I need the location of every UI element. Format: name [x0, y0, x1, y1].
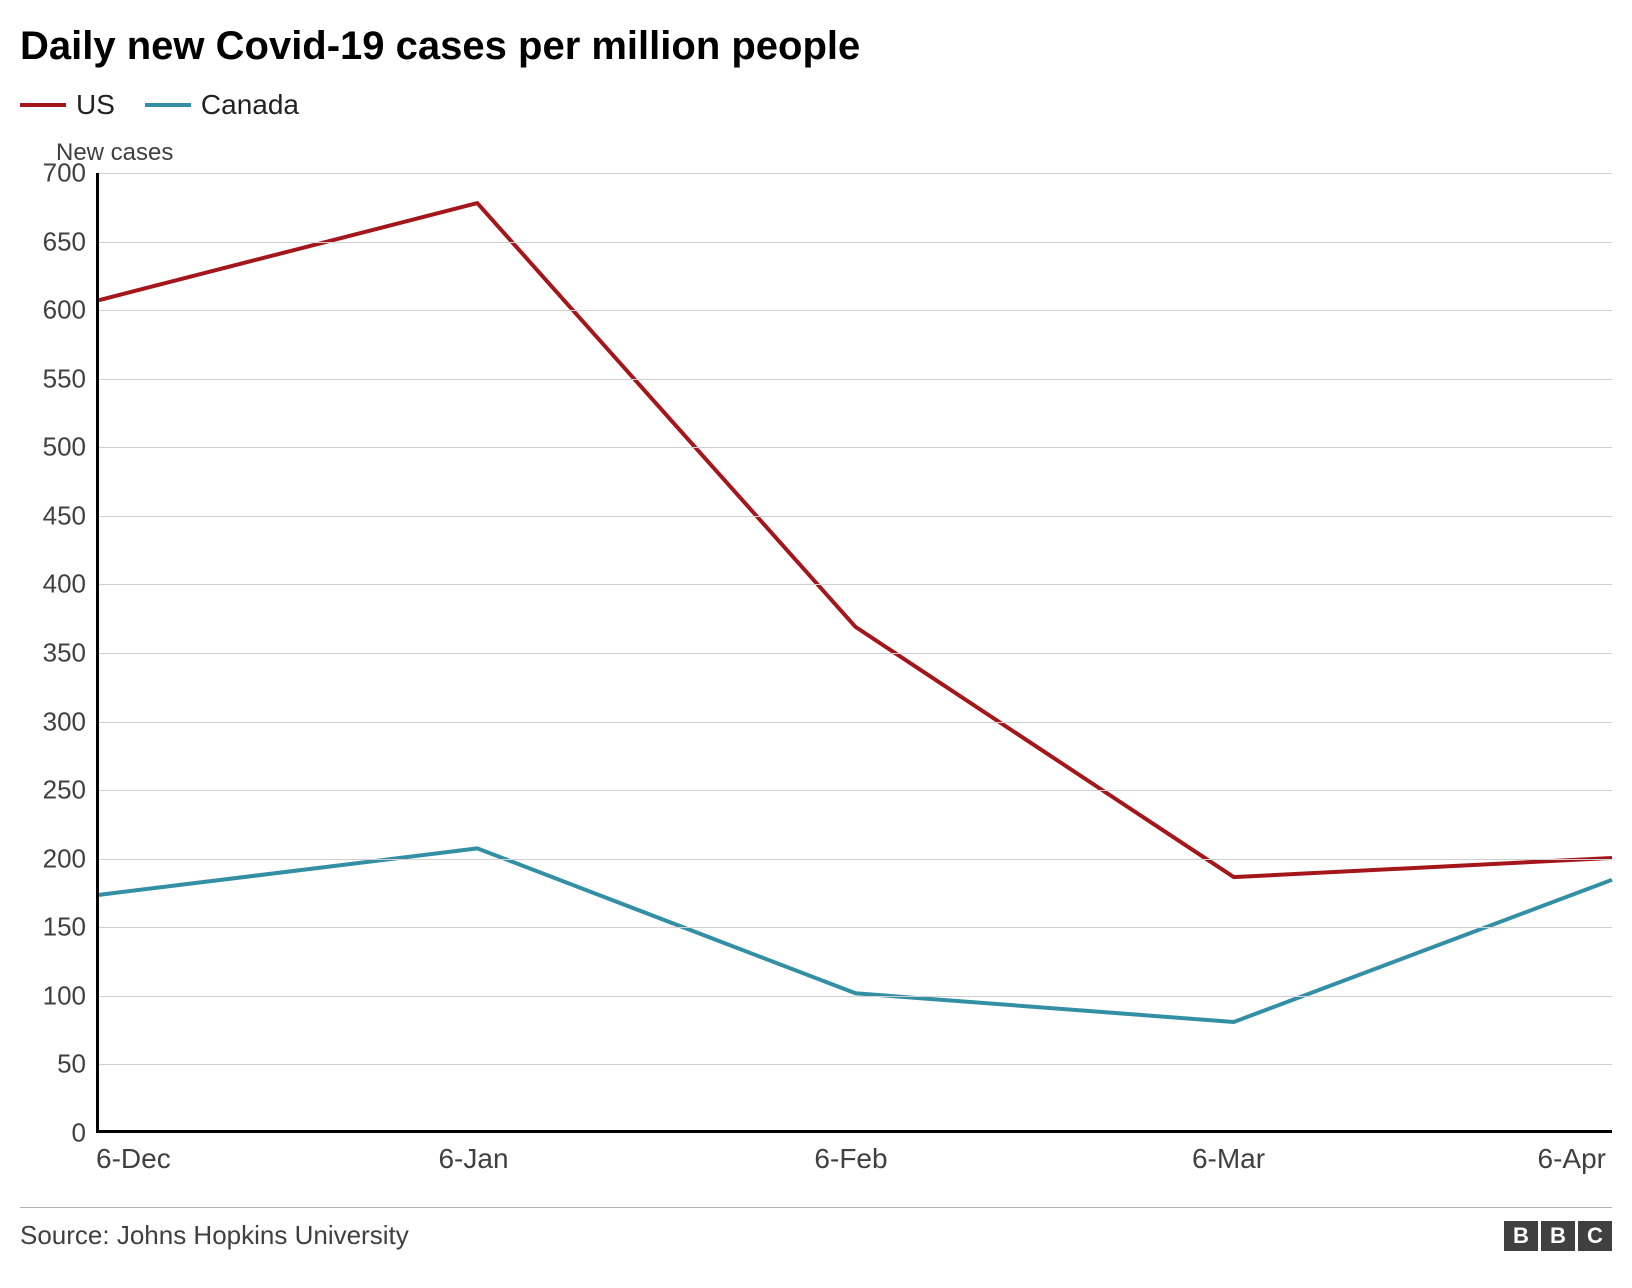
legend-item-canada: Canada	[145, 89, 299, 121]
bbc-logo-block: B	[1541, 1221, 1575, 1251]
legend: US Canada	[20, 89, 1612, 121]
gridline	[99, 653, 1612, 654]
line-svg	[99, 173, 1612, 1130]
plot-area	[96, 173, 1612, 1133]
legend-swatch-us	[20, 103, 66, 107]
y-tick-label: 300	[43, 706, 86, 737]
x-axis: 6-Dec 6-Jan 6-Feb 6-Mar 6-Apr	[96, 1143, 1606, 1183]
y-tick-label: 200	[43, 843, 86, 874]
gridline	[99, 1064, 1612, 1065]
gridline	[99, 790, 1612, 791]
footer: Source: Johns Hopkins University BBC	[20, 1207, 1612, 1251]
y-axis-label: New cases	[56, 139, 1612, 167]
legend-swatch-canada	[145, 103, 191, 107]
y-tick-label: 600	[43, 295, 86, 326]
source-text: Source: Johns Hopkins University	[20, 1220, 409, 1251]
x-tick-label: 6-Dec	[96, 1143, 171, 1175]
y-tick-label: 700	[43, 158, 86, 189]
legend-item-us: US	[20, 89, 115, 121]
gridline	[99, 859, 1612, 860]
plot-wrap: 0501001502002503003504004505005506006507…	[20, 173, 1612, 1133]
gridline	[99, 516, 1612, 517]
bbc-logo: BBC	[1504, 1221, 1612, 1251]
y-axis: 0501001502002503003504004505005506006507…	[20, 173, 96, 1133]
legend-label-us: US	[76, 89, 115, 121]
bbc-logo-block: B	[1504, 1221, 1538, 1251]
gridline	[99, 310, 1612, 311]
y-tick-label: 650	[43, 226, 86, 257]
gridline	[99, 447, 1612, 448]
gridline	[99, 173, 1612, 174]
chart-title: Daily new Covid-19 cases per million peo…	[20, 24, 1612, 69]
gridline	[99, 927, 1612, 928]
gridline	[99, 242, 1612, 243]
y-tick-label: 50	[57, 1049, 86, 1080]
x-tick-label: 6-Jan	[438, 1143, 508, 1175]
x-tick-label: 6-Mar	[1192, 1143, 1265, 1175]
x-tick-label: 6-Apr	[1538, 1143, 1606, 1175]
y-tick-label: 550	[43, 363, 86, 394]
bbc-logo-block: C	[1578, 1221, 1612, 1251]
y-tick-label: 100	[43, 980, 86, 1011]
y-tick-label: 500	[43, 432, 86, 463]
chart-container: Daily new Covid-19 cases per million peo…	[0, 0, 1632, 1267]
y-tick-label: 450	[43, 500, 86, 531]
y-tick-label: 150	[43, 912, 86, 943]
gridline	[99, 996, 1612, 997]
y-tick-label: 350	[43, 638, 86, 669]
gridline	[99, 584, 1612, 585]
gridline	[99, 379, 1612, 380]
line-series-us	[99, 203, 1612, 877]
y-tick-label: 400	[43, 569, 86, 600]
legend-label-canada: Canada	[201, 89, 299, 121]
y-tick-label: 250	[43, 775, 86, 806]
gridline	[99, 722, 1612, 723]
x-tick-label: 6-Feb	[814, 1143, 887, 1175]
y-tick-label: 0	[72, 1118, 86, 1149]
